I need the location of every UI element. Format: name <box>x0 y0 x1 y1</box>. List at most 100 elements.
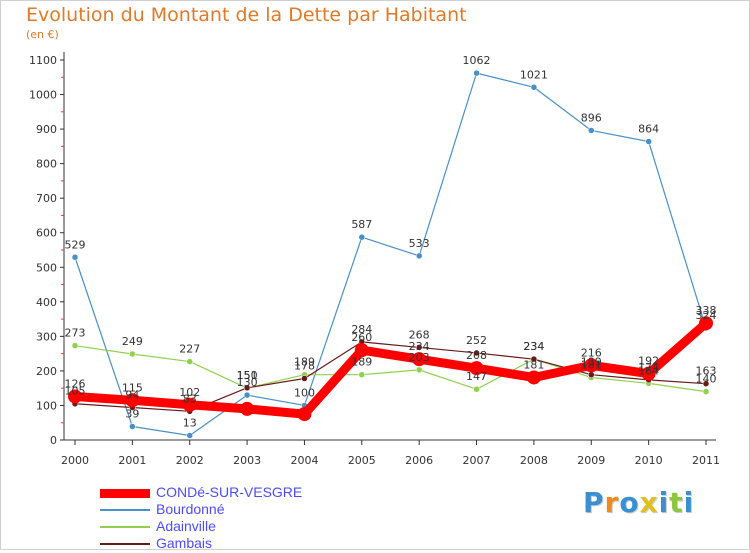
y-tick-label: 900 <box>36 123 57 136</box>
series-line-cond-sur-vesgre <box>70 318 711 419</box>
data-label-adainville: 234 <box>523 340 544 353</box>
data-label-gambais: 151 <box>237 369 258 382</box>
data-point-cond-sur-vesgre <box>699 316 713 331</box>
data-point-gambais <box>301 375 308 382</box>
data-label-cond-sur-vesgre: 260 <box>351 331 372 344</box>
data-label-gambais: 234 <box>523 340 544 353</box>
data-label-cond-sur-vesgre: 208 <box>466 349 487 362</box>
data-label-gambais: 284 <box>351 323 372 336</box>
x-tick-label: 2009 <box>577 454 605 467</box>
data-label-adainville: 181 <box>581 358 602 371</box>
y-tick-label: 100 <box>36 399 57 412</box>
data-point-gambais <box>473 349 480 357</box>
data-point-gambais <box>588 371 595 378</box>
data-label-cond-sur-vesgre: 181 <box>523 358 544 371</box>
data-label-adainville: 189 <box>351 356 372 369</box>
chart-title: Evolution du Montant de la Dette par Hab… <box>26 4 467 26</box>
data-point-bourdonn- <box>186 432 193 439</box>
data-point-cond-sur-vesgre <box>182 397 197 412</box>
legend-label: Adainville <box>156 518 216 534</box>
data-label-adainville: 227 <box>179 343 200 356</box>
proxiti-logo: Proxiti <box>583 486 695 519</box>
y-tick-label: 800 <box>36 158 57 171</box>
data-label-bourdonn-: 100 <box>294 386 315 399</box>
data-point-cond-sur-vesgre <box>526 370 541 385</box>
data-label-bourdonn-: 1021 <box>520 68 548 81</box>
x-tick-label: 2007 <box>463 454 491 467</box>
data-label-gambais: 178 <box>294 360 315 373</box>
data-label-bourdonn-: 1062 <box>463 54 491 67</box>
chart-subtitle: (en €) <box>26 28 59 41</box>
x-tick-label: 2006 <box>405 454 433 467</box>
x-tick-label: 2004 <box>290 454 318 467</box>
data-point-adainville <box>129 350 136 358</box>
legend-swatch <box>100 543 150 545</box>
data-label-cond-sur-vesgre: 102 <box>179 386 200 399</box>
data-label-adainville: 189 <box>294 356 315 369</box>
data-label-gambais: 268 <box>409 328 430 341</box>
legend-label: Bourdonné <box>156 501 225 517</box>
data-label-adainville: 203 <box>409 351 430 364</box>
data-point-gambais <box>702 380 710 387</box>
data-label-gambais: 105 <box>65 385 86 398</box>
data-point-bourdonn- <box>645 138 652 145</box>
data-point-adainville <box>702 388 710 395</box>
data-point-cond-sur-vesgre <box>297 407 312 422</box>
data-label-gambais: 83 <box>183 392 197 405</box>
data-label-bourdonn-: 130 <box>237 376 258 389</box>
series-line-bourdonn- <box>74 72 707 437</box>
data-label-gambais: 94 <box>125 389 139 402</box>
data-label-bourdonn-: 13 <box>183 417 197 430</box>
data-label-gambais: 252 <box>466 334 487 347</box>
chart-plot: 0 100 200 300 400 500 600 700 800 900 1000 1100 2000… <box>29 52 720 467</box>
data-label-gambais: 174 <box>638 361 659 374</box>
x-tick-label: 2008 <box>520 454 548 467</box>
data-label-adainville: 140 <box>696 373 717 386</box>
legend-label: Gambais <box>156 535 213 551</box>
y-tick-label: 200 <box>36 365 57 378</box>
series-line-gambais <box>74 341 707 412</box>
data-label-adainville: 150 <box>237 369 258 382</box>
data-point-bourdonn- <box>243 391 251 399</box>
data-label-cond-sur-vesgre: 115 <box>122 381 143 394</box>
data-point-cond-sur-vesgre <box>68 389 82 404</box>
y-tick-label: 1000 <box>29 89 57 102</box>
data-label-bourdonn-: 864 <box>638 123 659 136</box>
y-tick-label: 1100 <box>29 54 57 67</box>
series-line-adainville <box>74 345 707 393</box>
data-point-gambais <box>243 384 251 392</box>
data-point-cond-sur-vesgre <box>354 343 369 358</box>
x-tick-label: 2011 <box>692 454 720 467</box>
data-label-cond-sur-vesgre: 126 <box>65 377 86 390</box>
data-label-bourdonn-: 587 <box>351 218 372 231</box>
legend-label: CONDé-SUR-VESGRE <box>156 484 303 500</box>
data-point-bourdonn- <box>530 84 538 91</box>
y-tick-label: 0 <box>50 434 57 447</box>
data-point-cond-sur-vesgre <box>469 361 484 376</box>
data-point-gambais <box>415 344 423 351</box>
x-tick-label: 2000 <box>61 454 89 467</box>
data-point-bourdonn- <box>415 252 423 260</box>
data-point-cond-sur-vesgre <box>240 401 255 416</box>
data-point-bourdonn- <box>473 69 480 77</box>
x-tick-label: 2005 <box>348 454 376 467</box>
data-label-bourdonn-: 896 <box>581 111 602 124</box>
data-label-adainville: 249 <box>122 335 143 348</box>
data-point-adainville <box>358 371 366 378</box>
legend-swatch <box>100 488 150 498</box>
data-label-cond-sur-vesgre: 234 <box>409 340 430 353</box>
data-label-bourdonn-: 533 <box>409 237 430 250</box>
y-tick-label: 600 <box>36 227 57 240</box>
data-label-cond-sur-vesgre: 338 <box>696 304 717 317</box>
data-label-gambais: 163 <box>696 365 717 378</box>
data-label-adainville: 273 <box>65 327 86 340</box>
y-tick-label: 700 <box>36 192 57 205</box>
legend-swatch <box>100 526 150 528</box>
x-tick-label: 2010 <box>635 454 663 467</box>
data-point-gambais <box>530 355 538 363</box>
data-point-cond-sur-vesgre <box>125 393 140 408</box>
data-point-cond-sur-vesgre <box>641 366 656 381</box>
data-point-cond-sur-vesgre <box>584 358 599 373</box>
data-label-bourdonn-: 39 <box>125 408 139 421</box>
